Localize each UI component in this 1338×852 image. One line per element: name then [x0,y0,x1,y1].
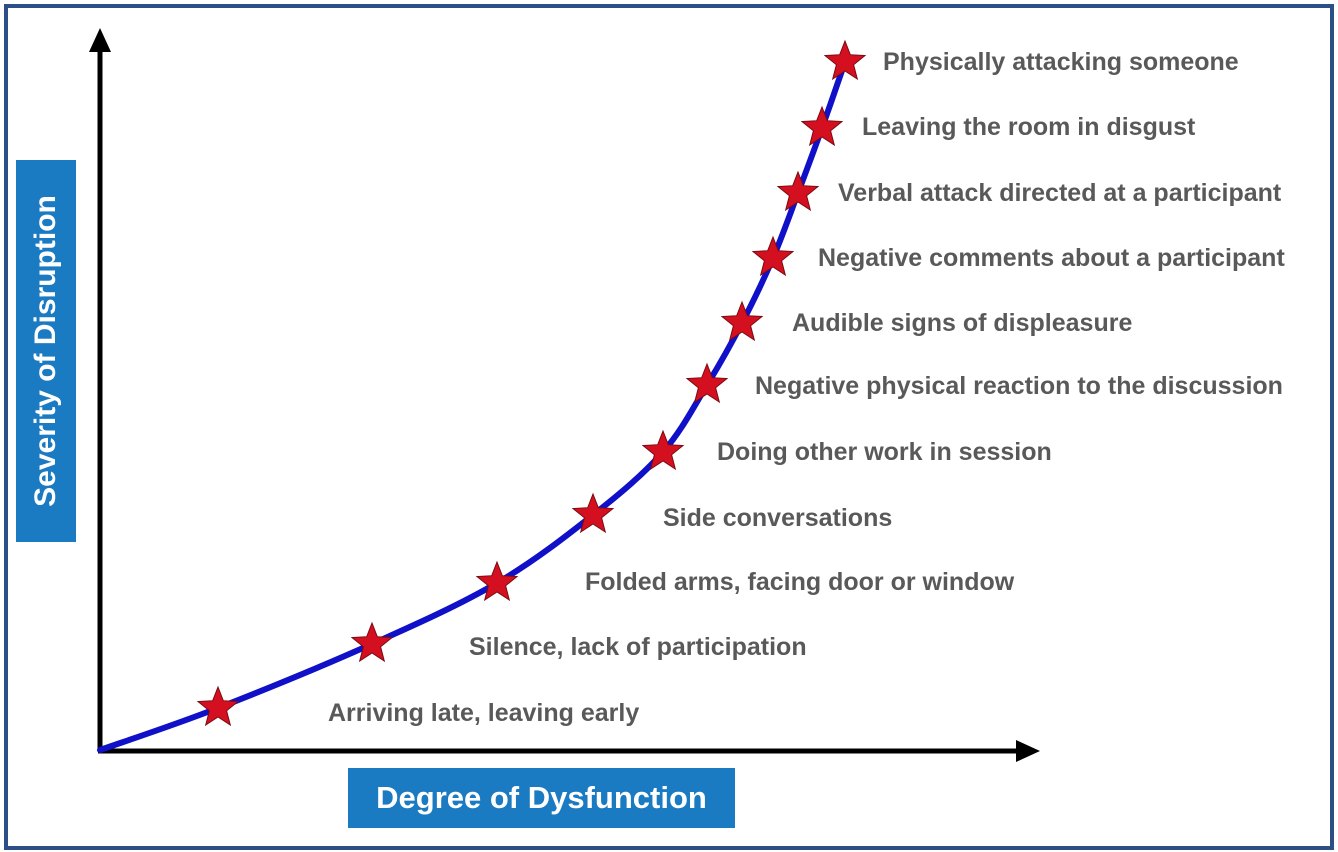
behavior-label: Verbal attack directed at a participant [838,179,1282,207]
behavior-label: Folded arms, facing door or window [585,568,1015,596]
behavior-label: Leaving the room in disgust [862,113,1196,141]
x-axis-arrowhead [1016,740,1040,762]
behavior-label: Negative comments about a participant [818,244,1285,272]
star-marker-icon [751,235,795,277]
star-marker-icon [350,621,394,663]
star-marker-icon [571,492,615,534]
behavior-label: Doing other work in session [717,438,1052,466]
behavior-label: Arriving late, leaving early [328,699,640,727]
star-marker-icon [475,560,519,602]
behavior-label: Silence, lack of participation [469,633,807,661]
star-marker-icon [196,685,240,727]
behavior-markers [196,39,867,727]
star-marker-icon [685,362,729,404]
behavior-label: Negative physical reaction to the discus… [755,372,1283,400]
star-marker-icon [800,105,844,147]
behavior-label: Physically attacking someone [883,48,1239,76]
x-axis-label-text: Degree of Dysfunction [376,780,707,815]
x-axis-label: Degree of Dysfunction [348,768,735,828]
y-axis-arrowhead [89,28,111,52]
star-marker-icon [720,300,764,342]
behavior-label: Audible signs of displeasure [792,309,1133,337]
y-axis-label-text: Severity of Disruption [29,195,62,507]
star-marker-icon [641,429,685,471]
behavior-label: Side conversations [663,504,893,532]
star-marker-icon [776,170,820,212]
y-axis-label: Severity of Disruption [16,160,76,542]
star-marker-icon [823,39,867,81]
